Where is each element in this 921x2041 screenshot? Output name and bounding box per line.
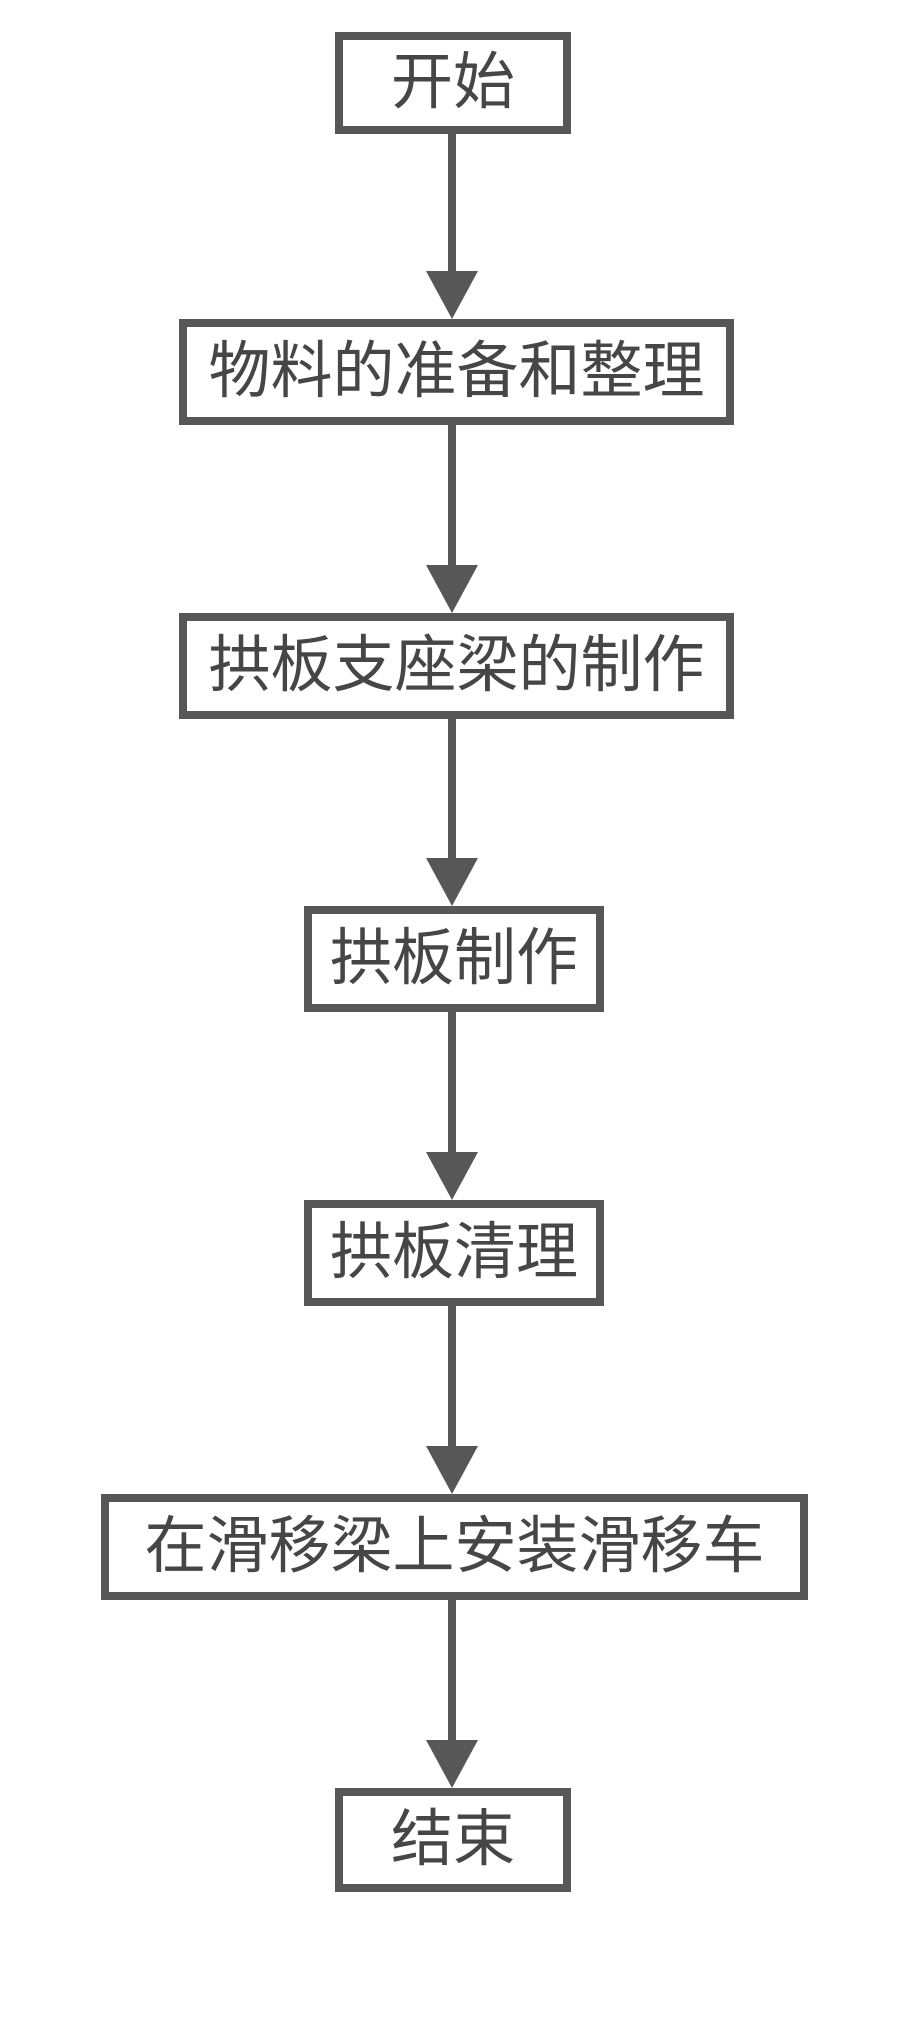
flowchart-node-step3: 拱板制作 <box>304 906 604 1012</box>
arrow-head-icon <box>426 565 478 613</box>
flowchart-node-step5: 在滑移梁上安装滑移车 <box>101 1494 808 1600</box>
flowchart-node-step2: 拱板支座梁的制作 <box>179 613 734 719</box>
node-label: 拱板清理 <box>330 1222 578 1284</box>
node-label: 在滑移梁上安装滑移车 <box>144 1516 764 1578</box>
flowchart-node-step1: 物料的准备和整理 <box>179 319 734 425</box>
arrow-head-icon <box>426 1740 478 1788</box>
node-label: 拱板制作 <box>330 928 578 990</box>
flowchart-node-step4: 拱板清理 <box>304 1200 604 1306</box>
flowchart-container: 开始 物料的准备和整理 拱板支座梁的制作 拱板制作 拱板清理 <box>0 0 921 2041</box>
flowchart-node-start: 开始 <box>335 32 571 134</box>
arrow-line <box>448 134 456 274</box>
node-label: 开始 <box>391 52 515 114</box>
node-label: 结束 <box>391 1809 515 1871</box>
arrow-line <box>448 1600 456 1743</box>
arrow-head-icon <box>426 858 478 906</box>
flowchart-node-end: 结束 <box>335 1788 571 1892</box>
arrow-head-icon <box>426 271 478 319</box>
arrow-line <box>448 1306 456 1449</box>
arrow-line <box>448 1012 456 1155</box>
node-label: 拱板支座梁的制作 <box>208 635 704 697</box>
arrow-line <box>448 719 456 861</box>
node-label: 物料的准备和整理 <box>208 341 704 403</box>
arrow-head-icon <box>426 1446 478 1494</box>
arrow-head-icon <box>426 1152 478 1200</box>
arrow-line <box>448 425 456 568</box>
